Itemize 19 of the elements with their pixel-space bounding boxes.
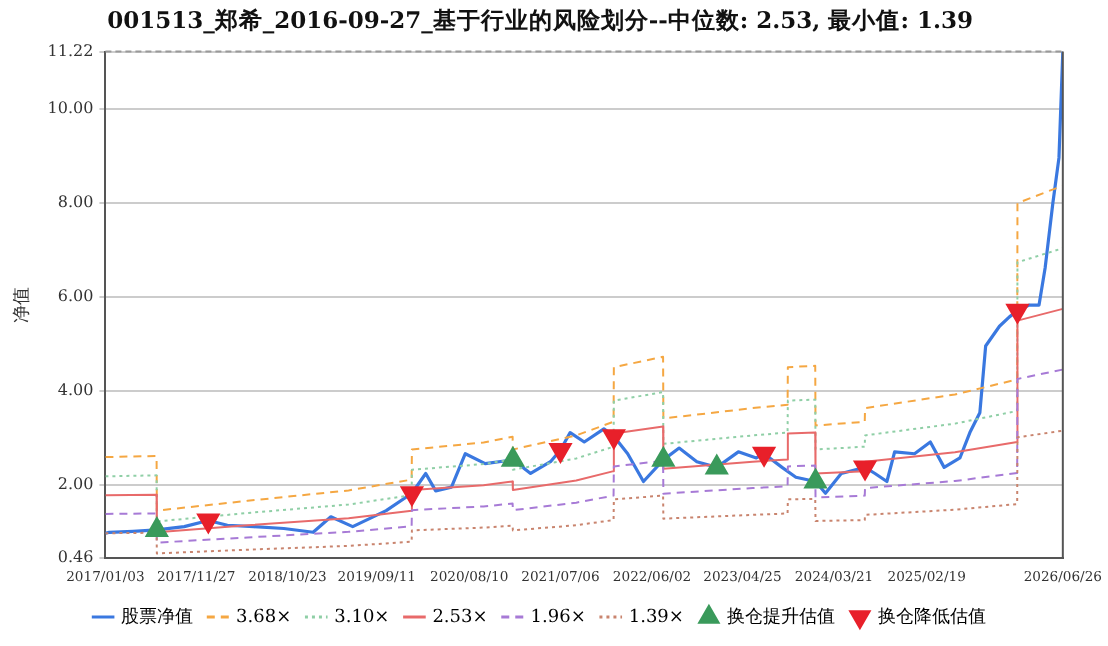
line-series (105, 368, 1063, 544)
legend-label: 3.10× (334, 607, 390, 628)
legend-label: 股票净值 (121, 605, 194, 628)
legend-label: 1.39× (628, 607, 684, 628)
y-tick-label: 11.22 (47, 41, 94, 60)
y-axis-title: 净值 (11, 286, 34, 323)
legend-label: 换仓降低估值 (877, 605, 986, 628)
y-tick-label: 6.00 (57, 287, 94, 306)
y-tick-label: 4.00 (57, 381, 94, 400)
line-series (105, 184, 1063, 512)
legend-label: 3.68× (236, 607, 292, 628)
y-tick-label: 10.00 (47, 99, 94, 118)
y-tick-label: 2.00 (57, 475, 94, 494)
legend-label: 2.53× (432, 607, 488, 628)
chart-title: 001513_郑希_2016-09-27_基于行业的风险划分--中位数: 2.53, 最小值: 1.39 (107, 5, 973, 34)
legend-label: 换仓提升估值 (726, 605, 835, 628)
y-tick-label: 8.00 (57, 193, 94, 212)
legend-label: 1.96× (530, 607, 586, 628)
y-tick-label: 0.46 (57, 547, 94, 566)
